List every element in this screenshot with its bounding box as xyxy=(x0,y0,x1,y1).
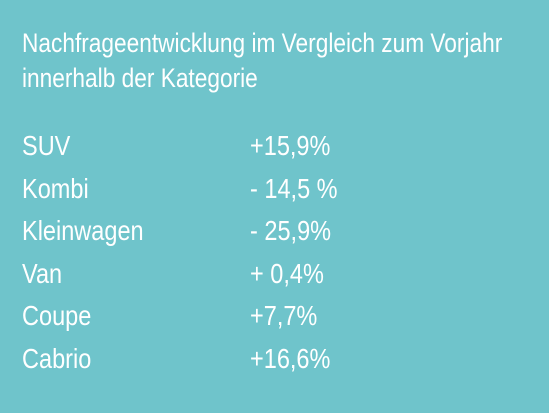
change-value: + 0,4% xyxy=(250,257,324,289)
title-line: innerhalb der Kategorie xyxy=(22,63,258,93)
category-label: Cabrio xyxy=(22,342,92,374)
category-label: Kombi xyxy=(22,172,89,204)
change-value: +16,6% xyxy=(250,342,331,374)
category-label: SUV xyxy=(22,130,71,161)
change-value: - 25,9% xyxy=(250,215,332,246)
category-label: Coupe xyxy=(22,300,92,331)
change-value: +15,9% xyxy=(250,130,331,161)
change-value: +7,7% xyxy=(250,300,318,331)
category-label: Kleinwagen xyxy=(22,215,144,246)
change-value: - 14,5 % xyxy=(250,172,338,204)
title-line: Nachfrageentwicklung im Vergleich zum Vo… xyxy=(22,28,503,58)
category-label: Van xyxy=(22,257,63,289)
